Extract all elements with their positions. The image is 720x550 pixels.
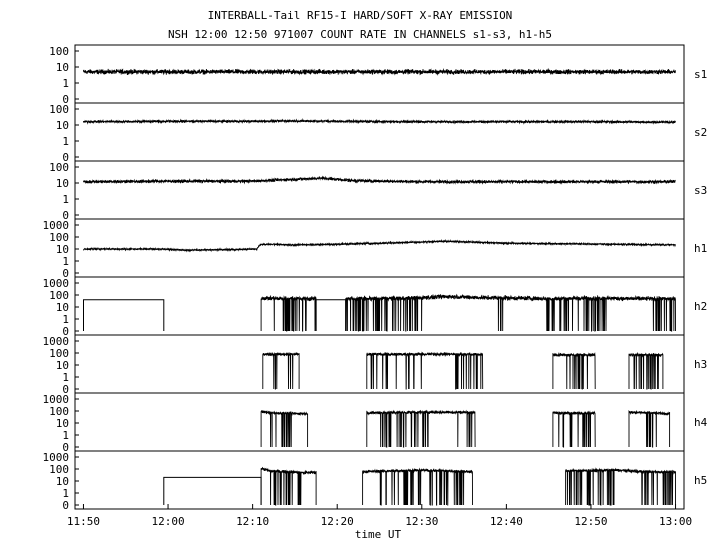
y-tick-label: 10	[56, 243, 69, 256]
y-tick-label: 0	[62, 151, 69, 164]
x-tick-label: 12:50	[574, 515, 607, 528]
y-tick-label: 100	[49, 231, 69, 244]
series-line-h1	[83, 238, 676, 253]
series-line-s1	[83, 67, 676, 76]
y-tick-label: 100	[49, 289, 69, 302]
series-line-h4	[552, 410, 596, 448]
y-tick-label: 0	[62, 93, 69, 106]
panel-frame-h3	[74, 334, 685, 394]
y-tick-label: 10	[56, 61, 69, 74]
series-line-h5	[362, 467, 473, 506]
y-tick-label: 100	[49, 347, 69, 360]
y-tick-label: 1	[62, 429, 69, 442]
y-tick-label: 10	[56, 475, 69, 488]
y-tick-label: 10	[56, 417, 69, 430]
series-line-s2	[83, 118, 676, 125]
y-tick-label: 10	[56, 177, 69, 190]
channel-label-h4: h4	[694, 416, 708, 429]
y-tick-label: 1000	[43, 451, 70, 464]
y-tick-label: 100	[49, 45, 69, 58]
y-tick-label: 1	[62, 371, 69, 384]
channel-label-s3: s3	[694, 184, 707, 197]
panel-frame-h4	[74, 392, 685, 452]
y-tick-label: 100	[49, 463, 69, 476]
channel-label-s2: s2	[694, 126, 707, 139]
x-axis: 11:50 12:00 12:10 12:20 12:30 12:40 12:50 13:00	[67, 504, 692, 528]
series-line-h5	[260, 466, 317, 506]
y-tick-label: 1	[62, 193, 69, 206]
series-box-h5	[163, 476, 262, 505]
y-tick-label: 10	[56, 301, 69, 314]
y-tick-label: 0	[62, 499, 69, 512]
y-tick-label: 10	[56, 359, 69, 372]
y-tick-label: 10	[56, 119, 69, 132]
series-line-h3	[262, 351, 300, 390]
series-line-s3	[83, 175, 676, 185]
series-line-h3	[366, 351, 484, 390]
series-box-h2	[83, 299, 165, 331]
panel-frame-s3	[74, 160, 685, 220]
x-axis-label: time UT	[355, 528, 402, 541]
panels: 1001010s11001010s21001010s310001001010h1…	[43, 44, 708, 512]
y-tick-label: 1	[62, 313, 69, 326]
y-tick-label: 1000	[43, 219, 70, 232]
y-tick-label: 1	[62, 255, 69, 268]
channel-label-h3: h3	[694, 358, 707, 371]
panel-frame-h5	[74, 450, 685, 510]
panel-frame-h1	[74, 218, 685, 278]
y-tick-label: 0	[62, 267, 69, 280]
y-tick-label: 1000	[43, 335, 70, 348]
series-box-h2	[315, 299, 347, 331]
y-tick-label: 100	[49, 161, 69, 174]
panel-frame-s2	[74, 102, 685, 162]
channel-label-h5: h5	[694, 474, 707, 487]
channel-label-h1: h1	[694, 242, 707, 255]
y-tick-label: 0	[62, 383, 69, 396]
y-tick-label: 100	[49, 103, 69, 116]
x-tick-label: 12:40	[490, 515, 523, 528]
y-tick-label: 1	[62, 77, 69, 90]
y-tick-label: 1	[62, 135, 69, 148]
x-tick-label: 12:20	[321, 515, 354, 528]
x-tick-label: 12:00	[151, 515, 184, 528]
channel-label-s1: s1	[694, 68, 707, 81]
y-tick-label: 1	[62, 487, 69, 500]
series-line-h4	[260, 410, 309, 448]
series-line-h4	[628, 409, 671, 448]
series-line-h2	[345, 293, 676, 332]
series-line-h2	[260, 295, 317, 332]
chart-subtitle: NSH 12:00 12:50 971007 COUNT RATE IN CHA…	[168, 28, 552, 41]
x-tick-label: 12:30	[405, 515, 438, 528]
channel-label-h2: h2	[694, 300, 707, 313]
y-tick-label: 1000	[43, 277, 70, 290]
y-tick-label: 0	[62, 209, 69, 222]
y-tick-label: 100	[49, 405, 69, 418]
y-tick-label: 0	[62, 325, 69, 338]
x-tick-label: 11:50	[67, 515, 100, 528]
chart-title: INTERBALL-Tail RF15-I HARD/SOFT X-RAY EM…	[208, 9, 513, 22]
y-tick-label: 1000	[43, 393, 70, 406]
series-line-h3	[552, 352, 596, 390]
series-line-h5	[565, 467, 676, 506]
x-tick-label: 13:00	[659, 515, 692, 528]
series-line-h3	[628, 351, 664, 390]
x-tick-label: 12:10	[236, 515, 269, 528]
series-line-h4	[366, 409, 476, 448]
y-tick-label: 0	[62, 441, 69, 454]
